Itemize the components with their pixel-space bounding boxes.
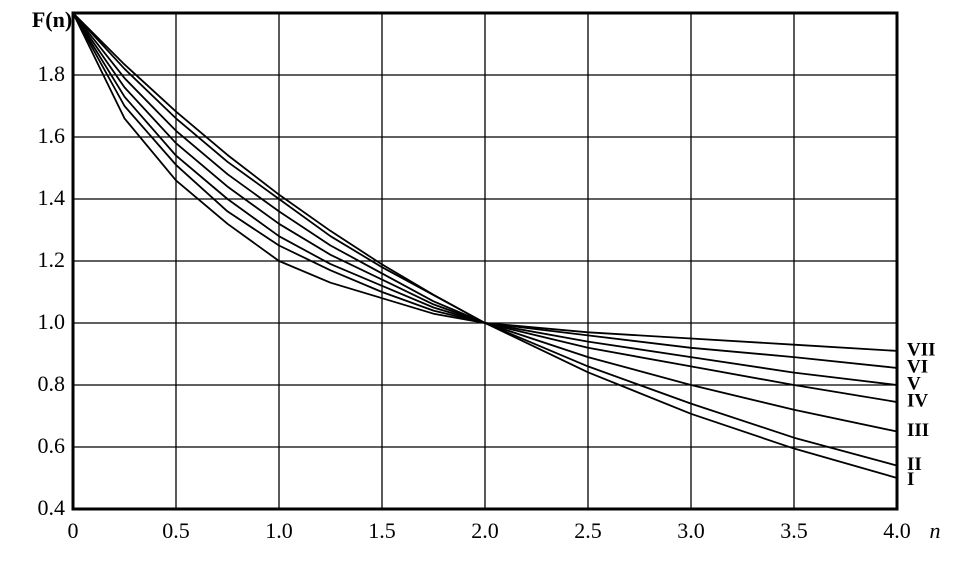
series-line (72, 12, 898, 369)
series-label: VI (907, 356, 928, 377)
x-tick-label: 2.5 (574, 518, 602, 543)
x-tick-label: 4.0 (883, 518, 911, 543)
series-label: I (907, 469, 914, 490)
x-tick-label: 0 (68, 518, 79, 543)
y-axis-label: F(n) (32, 7, 72, 32)
series-label: VII (907, 339, 936, 360)
series-line (72, 12, 898, 479)
x-tick-label: 2.0 (471, 518, 499, 543)
series-label: V (907, 373, 921, 394)
x-tick-label: 3.5 (780, 518, 808, 543)
y-tick-label: 0.8 (38, 371, 66, 396)
series-line (72, 12, 898, 403)
series-line (72, 12, 898, 386)
series-label: II (907, 454, 922, 475)
x-tick-label: 1.5 (368, 518, 396, 543)
series-line (72, 12, 898, 433)
y-tick-label: 1.8 (38, 61, 66, 86)
series-line (72, 12, 898, 352)
series-line (72, 12, 898, 467)
x-axis-label: n (930, 518, 941, 543)
y-tick-label: 1.4 (38, 185, 66, 210)
plot-frame (71, 11, 899, 511)
series-label: III (907, 420, 929, 441)
x-tick-label: 0.5 (162, 518, 190, 543)
series-label: IV (907, 390, 928, 411)
y-tick-label: 0.4 (38, 495, 66, 520)
y-tick-label: 1.0 (38, 309, 66, 334)
x-tick-label: 1.0 (265, 518, 293, 543)
y-tick-label: 0.6 (38, 433, 66, 458)
y-tick-label: 1.6 (38, 123, 66, 148)
x-tick-label: 3.0 (677, 518, 705, 543)
y-tick-label: 1.2 (38, 247, 66, 272)
